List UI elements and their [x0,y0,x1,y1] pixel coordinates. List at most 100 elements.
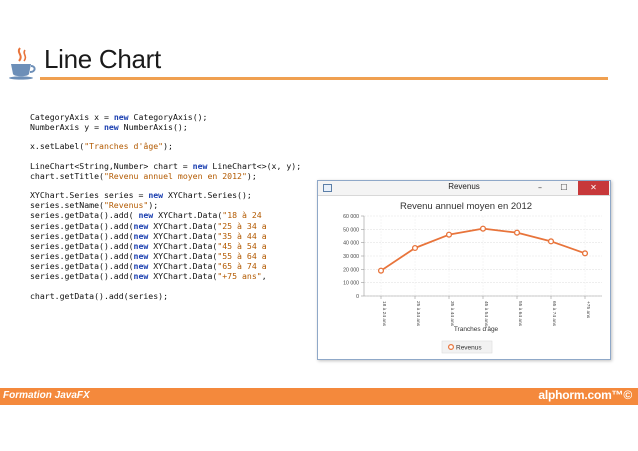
code-token: series.getData().add( [30,220,134,231]
line-chart: Revenu annuel moyen en 2012 0 10 000 20 00… [343,201,602,354]
code-line: chart.getData().add(series); [30,291,301,301]
x-tick-label: 55 à 64 ans [517,301,523,327]
data-point [411,244,419,252]
code-blank-line [30,132,301,141]
y-tick-label: 10 000 [343,281,359,287]
code-token: CategoryAxis x = [30,112,114,122]
code-line: XYChart.Series series = new XYChart.Seri… [30,190,301,200]
code-keyword: new [103,122,119,133]
code-token: series.getData().add( [30,251,134,262]
data-point [377,267,385,274]
code-line: chart.setTitle("Revenu annuel moyen en 2… [30,171,301,181]
code-line: series.getData().add(new XYChart.Data("2… [30,221,301,231]
x-tick-label: 25 à 34 ans [415,301,421,327]
course-name: Formation JavaFX [3,390,90,401]
code-line: NumberAxis y = new NumberAxis(); [30,122,301,132]
code-string: "65 à 74 a [217,261,267,272]
code-keyword: new [133,220,149,231]
code-token: XYChart.Data( [148,240,218,251]
code-line: series.getData().add(new XYChart.Data("4… [30,241,301,251]
code-blank-line [30,282,301,291]
code-token: , [261,271,267,282]
code-blank-line [30,181,301,190]
code-token: ); [163,141,173,152]
y-tick-label: 40 000 [343,241,359,247]
code-line: series.getData().add(new XYChart.Data("+… [30,271,301,281]
code-token: series.getData().add( [30,261,134,272]
code-token: XYChart.Data( [148,271,218,282]
window-titlebar[interactable]: Revenus – ☐ ✕ [318,181,610,196]
code-token: NumberAxis y = [30,122,104,133]
code-keyword: new [133,271,149,282]
legend-box [441,340,493,354]
code-token: LineChart<>(x, y); [207,160,302,171]
code-token: chart.setTitle( [30,170,104,181]
code-keyword: new [133,230,149,241]
code-line: LineChart<String,Number> chart = new Lin… [30,161,301,171]
code-line: series.getData().add( new XYChart.Data("… [30,210,301,220]
footer-bar: Formation JavaFX alphorm.com™© [0,388,638,405]
code-token: chart.getData().add(series); [30,290,169,301]
window-title: Revenus [448,182,480,191]
brand-logo: alphorm.com™© [538,388,632,402]
code-string: "Tranches d'âge" [84,141,164,152]
y-tick-label: 50 000 [343,227,359,233]
code-line: CategoryAxis x = new CategoryAxis(); [30,112,301,122]
code-blank-line [30,152,301,161]
maximize-button[interactable]: ☐ [560,183,568,192]
code-string: "35 à 44 a [217,230,267,241]
code-token: XYChart.Series series = [30,189,149,200]
code-token: XYChart.Data( [148,220,218,231]
code-token: ); [246,170,257,181]
code-token: XYChart.Series(); [163,189,252,200]
code-string: "18 à 24 [222,210,267,221]
window-app-icon [323,184,332,192]
data-point [479,225,487,232]
code-keyword: new [133,240,149,251]
code-token: series.getData().add( [30,210,139,221]
y-tick-label: 20 000 [343,267,359,273]
code-token: series.setName( [30,200,104,211]
code-token: XYChart.Data( [148,261,218,272]
code-token: XYChart.Data( [148,230,218,241]
code-line: series.setName("Revenus"); [30,200,301,210]
code-line: series.getData().add(new XYChart.Data("6… [30,261,301,271]
code-listing: CategoryAxis x = new CategoryAxis(); Numb… [30,112,301,301]
revenus-window: Revenus – ☐ ✕ Revenu annuel moyen en 201… [317,180,611,360]
legend-marker [448,344,455,351]
code-string: "25 à 34 a [217,220,267,231]
slide-title: Line Chart [44,44,161,74]
x-tick-label: +75 ans [585,301,591,319]
code-token: XYChart.Data( [148,251,218,262]
code-string: "Revenu annuel moyen en 2012" [103,170,247,181]
code-string: "Revenus" [103,200,149,211]
code-keyword: new [148,189,164,200]
java-cup-icon [9,47,36,80]
code-token: LineChart<String,Number> chart = [30,160,193,171]
legend-label: Revenus [456,345,482,352]
code-token: ); [148,200,159,211]
code-string: "+75 ans" [217,271,262,282]
close-button[interactable]: ✕ [578,181,609,195]
minimize-button[interactable]: – [538,183,542,192]
x-tick-label: 65 à 74 ans [551,301,557,327]
code-token: series.getData().add( [30,230,134,241]
code-string: "45 à 54 a [217,240,267,251]
code-token: CategoryAxis(); [128,112,208,122]
x-tick-label: 18 à 24 ans [381,301,387,327]
data-point [547,238,555,245]
data-point [445,231,453,238]
code-line: series.getData().add(new XYChart.Data("3… [30,231,301,241]
code-line: series.getData().add(new XYChart.Data("5… [30,251,301,261]
chart-title: Revenu annuel moyen en 2012 [400,201,532,212]
y-tick-label: 0 [356,294,359,300]
code-token: series.getData().add( [30,240,134,251]
y-tick-label: 60 000 [343,214,359,220]
code-keyword: new [192,160,208,171]
title-underline [40,77,608,80]
x-axis-label: Tranches d'âge [454,326,499,333]
x-tick-label: 45 à 54 ans [483,301,489,327]
code-keyword: new [133,261,149,272]
x-tick-label: 35 à 44 ans [449,301,455,327]
code-token: XYChart.Data( [153,210,223,221]
